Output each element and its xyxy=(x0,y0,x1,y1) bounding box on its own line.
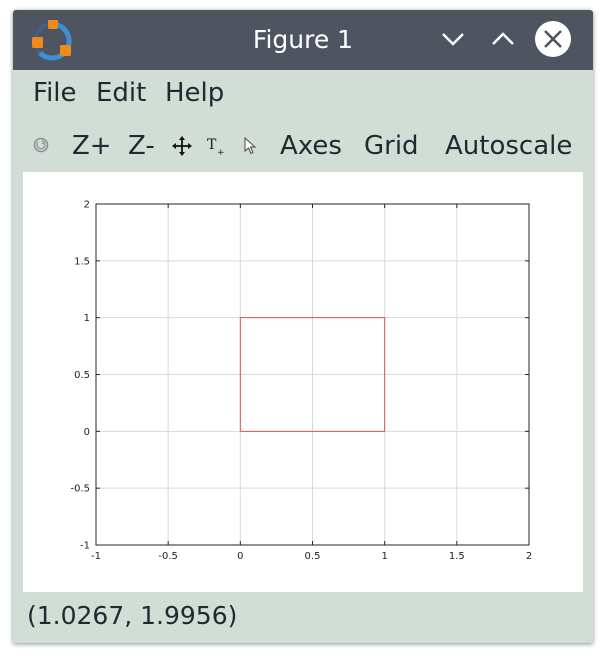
x-tick-label: -0.5 xyxy=(158,551,178,562)
insert-text-icon[interactable]: T + xyxy=(206,135,228,157)
plot-svg[interactable]: -1 -0.5 0 0.5 1 1.5 2 -1 -0.5 0 0.5 1 1.5 2 xyxy=(23,172,583,592)
menu-bar: File Edit Help xyxy=(13,70,593,120)
x-tick-label: 1 xyxy=(381,551,387,562)
y-tick-label: 0.5 xyxy=(74,370,90,381)
pan-move-icon[interactable] xyxy=(172,136,192,156)
axes-button[interactable]: Axes xyxy=(280,131,342,161)
zoom-out-button[interactable]: Z- xyxy=(128,131,155,161)
x-tick-label: -1 xyxy=(91,551,101,562)
y-tick-label: 2 xyxy=(84,200,90,211)
x-tick-label: 0 xyxy=(237,551,243,562)
octave-logo-icon xyxy=(32,20,72,61)
plot-canvas[interactable]: -1 -0.5 0 0.5 1 1.5 2 -1 -0.5 0 0.5 1 1.5 2 xyxy=(23,172,583,592)
x-tick-label: 1.5 xyxy=(449,551,465,562)
close-button[interactable] xyxy=(535,21,571,57)
menu-help[interactable]: Help xyxy=(165,78,225,108)
maximize-button[interactable] xyxy=(486,22,520,56)
x-tick-label: 2 xyxy=(526,551,532,562)
zoom-in-button[interactable]: Z+ xyxy=(72,131,112,161)
toolbar: Z+ Z- T + Axes Grid Autoscale xyxy=(13,122,593,172)
y-tick-label: 1.5 xyxy=(74,256,90,267)
svg-text:+: + xyxy=(217,148,225,157)
title-bar[interactable]: Figure 1 xyxy=(13,10,593,70)
figure-window: Figure 1 File Edit Help Z+ Z- xyxy=(13,10,593,643)
select-pointer-icon[interactable] xyxy=(242,136,258,156)
rotate-icon[interactable] xyxy=(32,136,50,154)
x-tick-label: 0.5 xyxy=(305,551,321,562)
cursor-coordinates: (1.0267, 1.9956) xyxy=(27,601,238,630)
autoscale-button[interactable]: Autoscale xyxy=(445,131,573,161)
window-title: Figure 1 xyxy=(252,25,354,54)
menu-file[interactable]: File xyxy=(33,78,77,108)
series-line-0 xyxy=(239,317,386,432)
y-tick-label: 0 xyxy=(84,427,90,438)
minimize-button[interactable] xyxy=(436,22,470,56)
svg-text:T: T xyxy=(207,137,217,153)
grid-button[interactable]: Grid xyxy=(364,131,419,161)
menu-edit[interactable]: Edit xyxy=(96,78,147,108)
y-tick-label: 1 xyxy=(84,313,90,324)
y-tick-label: -1 xyxy=(80,541,90,552)
y-tick-label: -0.5 xyxy=(70,484,90,495)
